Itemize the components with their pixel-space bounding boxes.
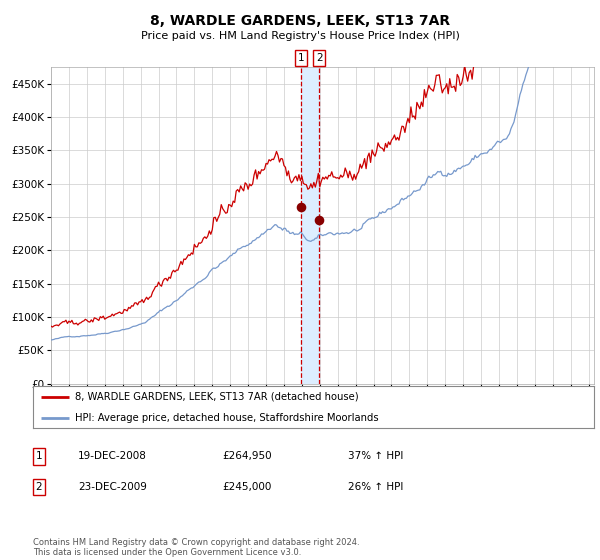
Text: 19-DEC-2008: 19-DEC-2008 xyxy=(78,451,147,461)
Text: Price paid vs. HM Land Registry's House Price Index (HPI): Price paid vs. HM Land Registry's House … xyxy=(140,31,460,41)
Text: 37% ↑ HPI: 37% ↑ HPI xyxy=(348,451,403,461)
Text: £264,950: £264,950 xyxy=(222,451,272,461)
Text: 8, WARDLE GARDENS, LEEK, ST13 7AR (detached house): 8, WARDLE GARDENS, LEEK, ST13 7AR (detac… xyxy=(75,392,359,402)
Text: 8, WARDLE GARDENS, LEEK, ST13 7AR: 8, WARDLE GARDENS, LEEK, ST13 7AR xyxy=(150,14,450,28)
Text: 1: 1 xyxy=(298,53,305,63)
Bar xyxy=(301,67,319,384)
Text: 26% ↑ HPI: 26% ↑ HPI xyxy=(348,482,403,492)
Point xyxy=(296,203,306,212)
Text: Contains HM Land Registry data © Crown copyright and database right 2024.
This d: Contains HM Land Registry data © Crown c… xyxy=(33,538,359,557)
Text: 23-DEC-2009: 23-DEC-2009 xyxy=(78,482,147,492)
Text: 1: 1 xyxy=(35,451,43,461)
Point xyxy=(314,216,324,225)
Text: £245,000: £245,000 xyxy=(222,482,271,492)
Text: 2: 2 xyxy=(35,482,43,492)
Text: HPI: Average price, detached house, Staffordshire Moorlands: HPI: Average price, detached house, Staf… xyxy=(75,413,379,423)
Text: 2: 2 xyxy=(316,53,323,63)
